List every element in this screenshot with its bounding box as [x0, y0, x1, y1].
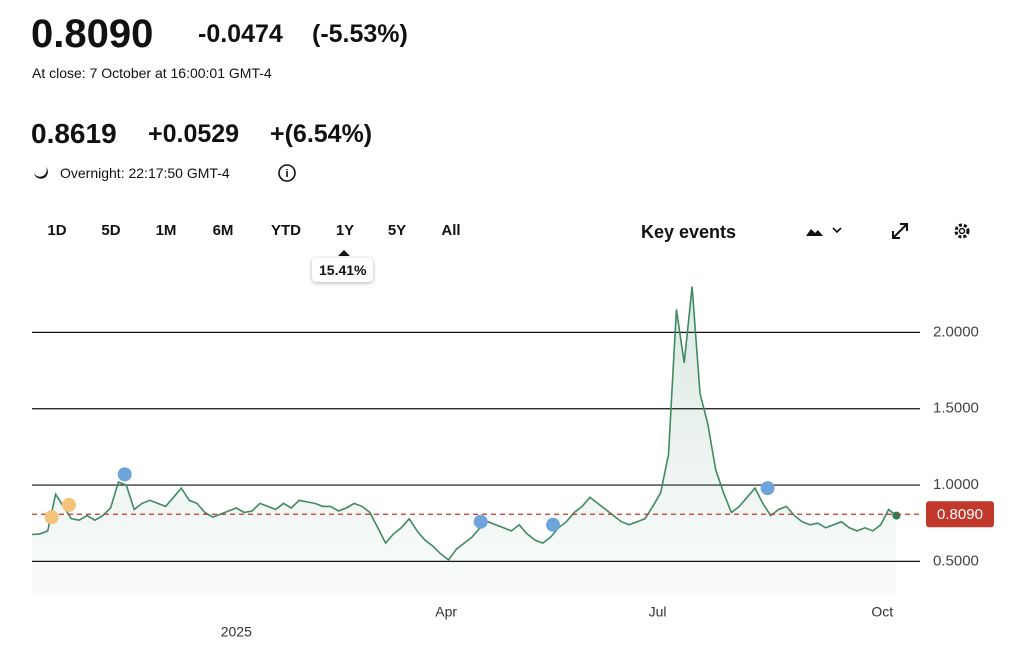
after-price: 0.8619 — [31, 118, 117, 149]
y-tick-label: 1.0000 — [933, 476, 979, 493]
event-marker — [760, 481, 775, 496]
range-button[interactable]: 1Y — [335, 222, 355, 239]
settings-icon[interactable] — [954, 223, 970, 239]
range-button[interactable]: YTD — [271, 222, 301, 239]
dropdown-icon[interactable] — [832, 227, 842, 234]
area — [32, 286, 897, 595]
close-note: At close: 7 October at 16:00:01 GMT-4 — [32, 65, 272, 81]
after-change-pct: +(6.54%) — [270, 120, 373, 148]
info-glyph: i — [285, 168, 288, 180]
x-tick-label: 2025 — [221, 624, 252, 640]
price-line — [31, 286, 897, 562]
y-tick-label: 0.5000 — [933, 552, 979, 569]
tooltip-arrow — [338, 250, 350, 256]
moon-icon — [34, 167, 48, 179]
settings-core — [958, 227, 966, 235]
last-point — [892, 511, 901, 520]
range-button[interactable]: All — [441, 222, 461, 239]
chart-type-icon[interactable] — [806, 229, 823, 236]
tooltip: 15.41% — [312, 258, 374, 282]
event-marker — [44, 510, 59, 525]
range-button[interactable]: 6M — [212, 222, 234, 239]
key-events[interactable]: Key events — [641, 222, 737, 242]
y-tick-label: 2.0000 — [933, 323, 979, 340]
change: -0.0474 — [198, 20, 283, 48]
reference-badge — [926, 501, 994, 528]
range-button[interactable]: 5Y — [387, 222, 407, 239]
change-pct: (-5.53%) — [312, 20, 408, 48]
x-tick-label: Apr — [435, 604, 457, 620]
info-icon[interactable] — [278, 164, 296, 182]
x-tick-label: Jul — [649, 604, 667, 620]
reference-label: 0.8090 — [937, 506, 983, 523]
price: 0.8090 — [31, 12, 154, 56]
event-marker — [61, 497, 76, 512]
event-marker — [117, 467, 132, 482]
y-tick-label: 1.5000 — [933, 400, 979, 417]
range-button[interactable]: 1D — [47, 222, 67, 239]
after-change: +0.0529 — [148, 120, 240, 148]
range-button[interactable]: 1M — [155, 222, 177, 239]
event-marker — [546, 517, 561, 532]
after-note: Overnight: 22:17:50 GMT-4 — [60, 165, 230, 181]
expand-icon[interactable] — [892, 223, 908, 239]
range-button[interactable]: 5D — [101, 222, 121, 239]
x-tick-label: Oct — [871, 604, 893, 620]
event-marker — [473, 514, 488, 529]
